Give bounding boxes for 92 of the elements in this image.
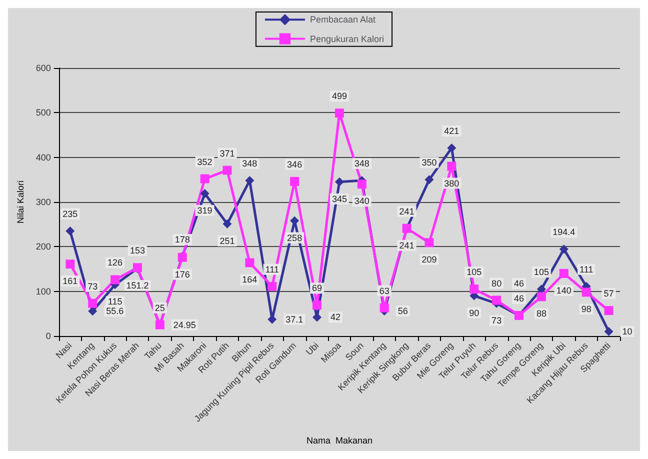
data-label: 348	[242, 158, 258, 169]
data-label: 209	[422, 254, 437, 265]
y-axis-title: Nilai Kalori	[16, 180, 26, 224]
point	[200, 174, 210, 184]
point	[268, 282, 277, 291]
point	[88, 298, 98, 308]
point	[447, 143, 456, 152]
data-label: 340	[354, 196, 370, 206]
data-label: 348	[354, 158, 370, 169]
data-label: 111	[579, 264, 594, 274]
point	[604, 306, 614, 316]
data-label: 258	[287, 232, 302, 243]
data-label: 421	[444, 126, 460, 136]
point	[200, 189, 210, 198]
x-axis-title: Nama Makanan	[306, 436, 372, 446]
data-label: 37.1	[286, 314, 304, 324]
point	[582, 288, 591, 297]
y-tick-label: 300	[36, 197, 51, 207]
data-label: 105	[534, 267, 549, 278]
y-tick-label: 400	[36, 152, 51, 162]
data-label: 499	[332, 91, 347, 102]
data-label: 46	[514, 278, 524, 288]
point	[424, 238, 434, 248]
point	[492, 296, 502, 305]
data-label: 88	[536, 308, 546, 319]
data-label: 319	[197, 206, 212, 216]
data-label: 164	[242, 274, 258, 285]
data-label: 73	[88, 281, 98, 292]
data-label: 55.6	[106, 306, 124, 316]
point	[290, 176, 300, 186]
point	[245, 258, 254, 268]
data-label: 350	[422, 158, 437, 168]
point	[536, 292, 546, 302]
data-label: 151.2	[126, 280, 149, 290]
x-tick-label: Ubi	[304, 340, 321, 358]
point	[334, 177, 344, 186]
y-tick-label: 600	[36, 63, 51, 73]
data-label: 346	[287, 159, 302, 170]
point	[245, 176, 254, 186]
point	[559, 268, 568, 278]
y-tick-label: 200	[36, 242, 51, 252]
data-label: 176	[174, 269, 190, 280]
data-label: 80	[492, 278, 502, 288]
point	[334, 108, 344, 118]
data-label: 345	[332, 194, 347, 204]
point	[380, 303, 389, 312]
data-label: 105	[466, 267, 482, 278]
point	[470, 284, 479, 294]
y-tick-label: 500	[36, 108, 51, 118]
data-label: 241	[399, 240, 414, 250]
data-label: 380	[444, 178, 460, 188]
y-tick-label: 100	[36, 286, 51, 296]
data-label: 126	[108, 258, 123, 268]
point	[66, 226, 75, 236]
data-label: 24.95	[173, 320, 196, 330]
data-label: 115	[108, 296, 122, 307]
data-label: 161	[62, 276, 78, 286]
data-label: 90	[469, 308, 480, 318]
point	[222, 166, 232, 175]
point	[447, 162, 456, 171]
data-label: 69	[312, 283, 322, 294]
data-label: 140	[556, 285, 572, 296]
point	[312, 300, 322, 310]
data-label: 63	[379, 286, 390, 296]
data-label: 251	[220, 236, 235, 246]
data-label: 235	[62, 209, 78, 220]
data-label: 352	[197, 156, 212, 167]
data-label: 57	[604, 288, 614, 299]
data-label: 111	[265, 264, 279, 274]
data-label: 178	[174, 234, 190, 244]
data-label: 73	[492, 315, 502, 326]
legend-label: Pembacaan Alat	[310, 14, 376, 25]
point	[88, 306, 98, 316]
point	[66, 260, 75, 269]
point	[110, 275, 120, 284]
data-label: 10	[622, 326, 632, 337]
point	[604, 327, 614, 336]
point	[222, 219, 232, 228]
data-label: 153	[130, 246, 145, 256]
data-label: 56	[398, 306, 408, 316]
point	[559, 244, 568, 254]
data-label: 46	[514, 293, 524, 304]
data-label: 98	[581, 304, 592, 314]
data-label: 371	[220, 148, 235, 158]
data-label: 25	[154, 302, 165, 313]
point	[357, 180, 366, 189]
data-label: 241	[399, 206, 414, 216]
point	[424, 175, 434, 184]
data-label: 194.4	[552, 227, 576, 238]
legend-label: Pengukuran Kalori	[310, 34, 384, 44]
y-tick-label: 0	[46, 331, 51, 341]
data-label: 42	[330, 312, 341, 322]
